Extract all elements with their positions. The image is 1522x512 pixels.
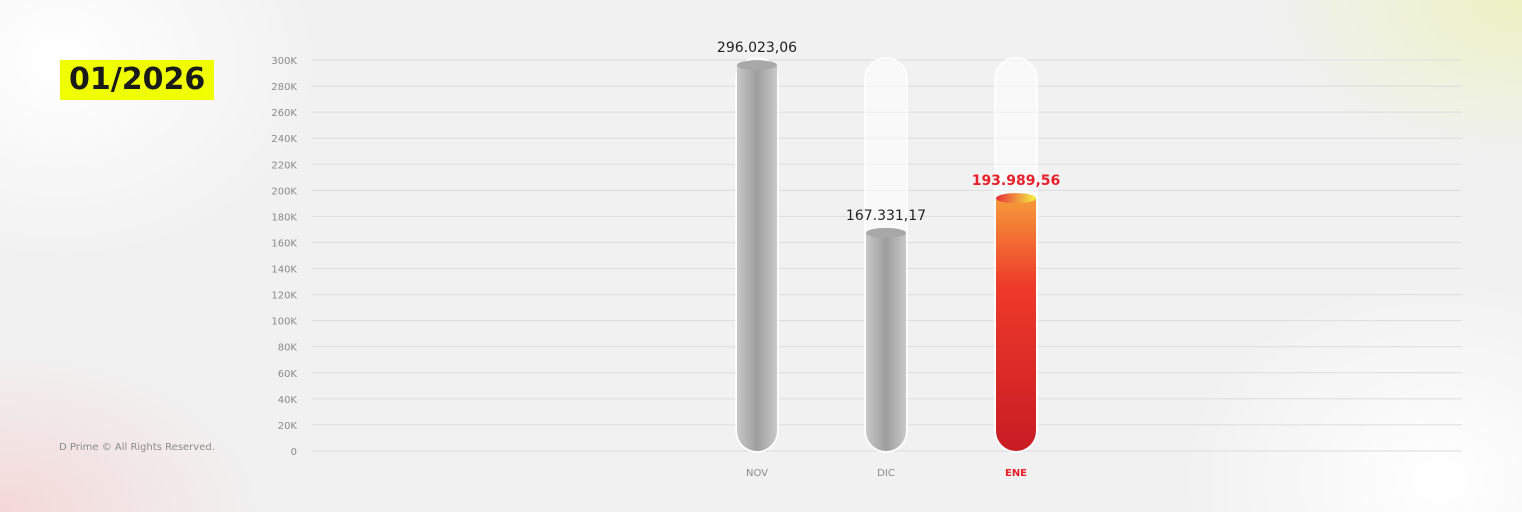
bar-top-cap <box>866 227 906 238</box>
y-tick-label: 280K <box>271 82 297 93</box>
bar-nov <box>737 65 777 451</box>
y-tick-label: 180K <box>271 212 297 223</box>
bar-ene <box>996 198 1036 451</box>
data-label: 296.023,06 <box>717 40 797 56</box>
y-tick-label: 80K <box>278 343 298 354</box>
y-tick-label: 160K <box>271 238 297 249</box>
y-tick-label: 100K <box>271 317 297 328</box>
data-label: 167.331,17 <box>846 208 926 224</box>
y-tick-label: 200K <box>271 186 297 197</box>
footer-copyright: D Prime © All Rights Reserved. <box>59 442 215 453</box>
data-label: 193.989,56 <box>972 173 1061 189</box>
bar-top-cap <box>996 193 1036 204</box>
y-tick-label: 40K <box>278 395 298 406</box>
x-tick-label: DIC <box>877 468 895 479</box>
y-tick-label: 240K <box>271 134 297 145</box>
period-badge: 01/2026 <box>60 60 215 100</box>
y-tick-label: 220K <box>271 160 297 171</box>
y-tick-label: 120K <box>271 291 297 302</box>
y-tick-label: 20K <box>278 421 298 432</box>
y-tick-label: 140K <box>271 265 297 276</box>
bar-dic <box>866 232 906 451</box>
y-tick-label: 0 <box>291 447 297 458</box>
x-tick-label: NOV <box>746 468 768 479</box>
x-tick-label: ENE <box>1005 468 1027 479</box>
bar-top-cap <box>737 60 777 71</box>
y-tick-label: 60K <box>278 369 298 380</box>
y-tick-label: 260K <box>271 108 297 119</box>
y-tick-label: 300K <box>271 56 297 67</box>
